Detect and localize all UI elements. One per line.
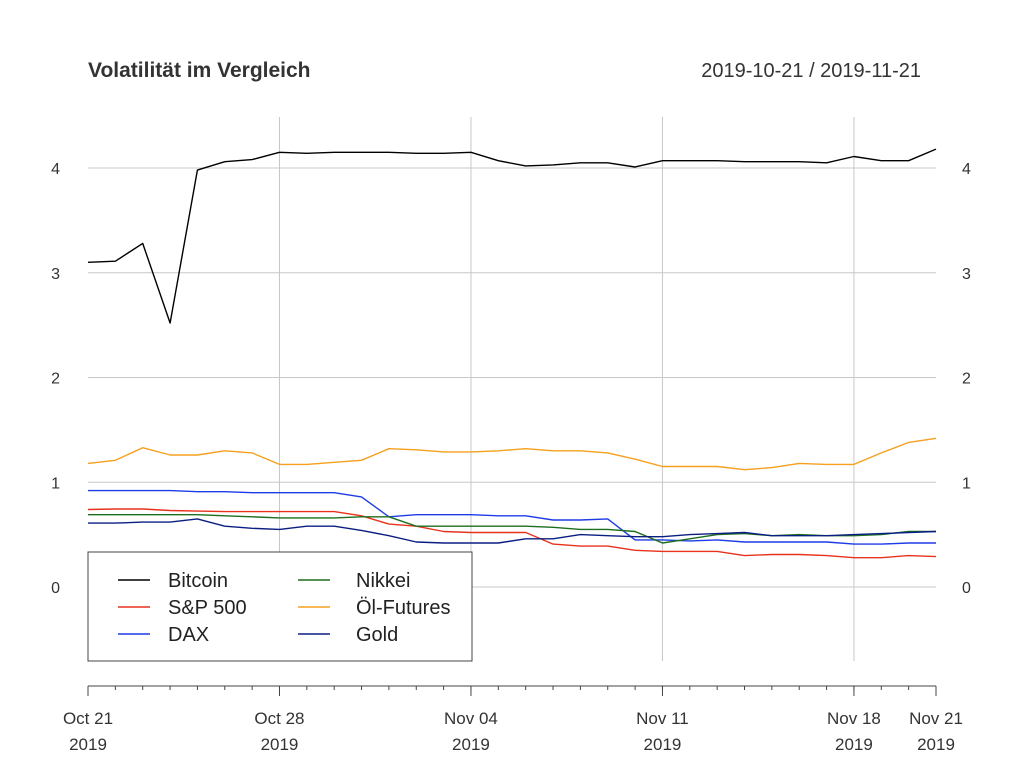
series-line-s-p-500 (87, 508, 937, 559)
y-tick-label-left: 3 (51, 266, 60, 283)
series-line-gold (88, 518, 937, 544)
legend-label: Öl-Futures (356, 597, 450, 619)
y-tick-label-left: 4 (51, 161, 60, 178)
series-line-dax (88, 489, 936, 545)
y-tick-label-left: 2 (51, 371, 60, 388)
legend-label: DAX (168, 624, 209, 646)
series-line--l-futures (87, 437, 937, 471)
y-tick-label-right: 4 (962, 161, 971, 178)
y-tick-label-left: 0 (51, 580, 60, 597)
series-lines (87, 148, 937, 559)
x-tick-label: Oct 28 (254, 709, 304, 728)
y-tick-label-right: 0 (962, 580, 971, 597)
x-tick-label: Nov 11 (636, 709, 689, 728)
y-tick-label-right: 2 (962, 371, 971, 388)
x-tick-label: Nov 18 (827, 709, 881, 728)
x-tick-label: Nov 21 (909, 709, 963, 728)
y-tick-label-right: 1 (962, 475, 971, 492)
y-tick-label-right: 3 (962, 266, 971, 283)
legend-label: Gold (356, 624, 398, 646)
legend-box (87, 551, 473, 662)
legend-label: Nikkei (356, 570, 410, 592)
x-tick-year-label: 2019 (69, 735, 107, 754)
x-tick-year-label: 2019 (452, 735, 490, 754)
series-line-nikkei (88, 514, 936, 544)
chart-title: Volatilität im Vergleich (88, 59, 311, 82)
x-tick-year-label: 2019 (917, 735, 955, 754)
y-axis-ticks: 0 0 1 1 2 2 3 3 4 4 (51, 161, 971, 597)
x-tick-label: Nov 04 (444, 709, 498, 728)
legend-label: S&P 500 (168, 597, 247, 619)
series-line-bitcoin (87, 148, 937, 324)
y-tick-label-left: 1 (51, 475, 60, 492)
x-tick-label: Oct 21 (63, 709, 113, 728)
x-axis: Oct 21 2019 Oct 28 2019 Nov 04 2019 Nov 11 2019… (63, 685, 963, 754)
x-tick-year-label: 2019 (835, 735, 873, 754)
x-tick-year-label: 2019 (261, 735, 299, 754)
legend: Bitcoin S&P 500 DAX Nikkei Öl-Futures Gold (87, 551, 473, 662)
legend-label: Bitcoin (168, 570, 228, 592)
date-range-label: 2019-10-21 / 2019-11-21 (701, 60, 921, 82)
x-tick-year-label: 2019 (644, 735, 682, 754)
